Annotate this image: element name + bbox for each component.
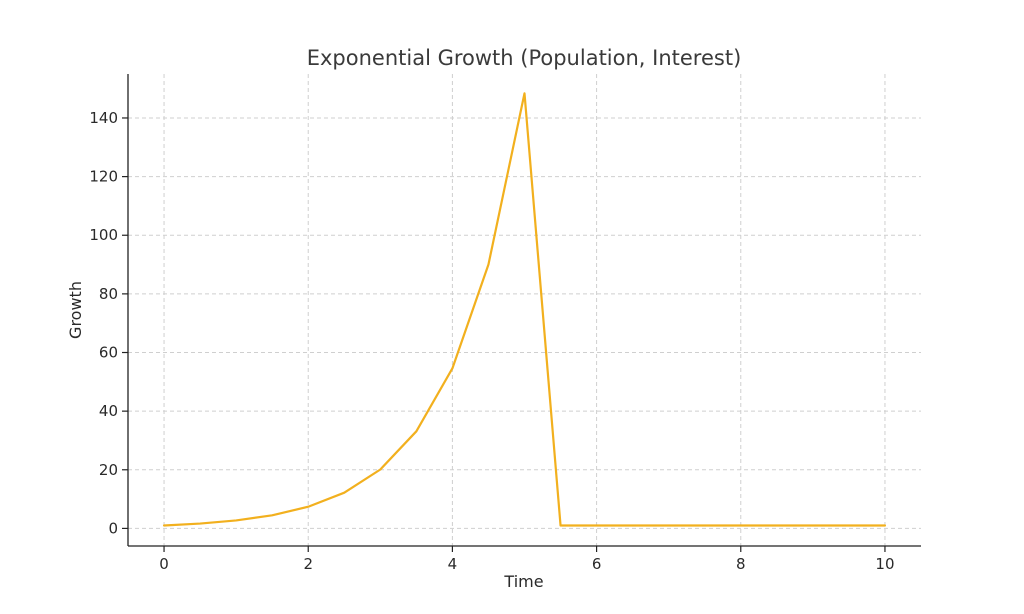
y-tick-label: 80	[99, 285, 118, 303]
axes-spines	[127, 74, 921, 547]
y-tick-label: 40	[99, 402, 118, 420]
y-axis-label: Growth	[66, 281, 85, 339]
x-tick-label: 4	[448, 555, 458, 573]
growth-series-line	[162, 92, 887, 527]
y-tick-label: 100	[89, 226, 118, 244]
x-tick-label: 10	[875, 555, 894, 573]
x-tick-label: 6	[592, 555, 602, 573]
series-layer	[162, 92, 887, 527]
chart-title: Exponential Growth (Population, Interest…	[307, 46, 742, 70]
y-tick-label: 0	[108, 519, 118, 537]
y-tick-label: 60	[99, 344, 118, 362]
x-tick-label: 8	[736, 555, 746, 573]
x-axis-label: Time	[503, 572, 543, 591]
x-tick-label: 0	[159, 555, 169, 573]
grid-layer	[128, 74, 921, 546]
x-tick-label: 2	[303, 555, 313, 573]
y-tick-label: 140	[89, 109, 118, 127]
y-tick-label: 120	[89, 168, 118, 186]
y-tick-label: 20	[99, 461, 118, 479]
